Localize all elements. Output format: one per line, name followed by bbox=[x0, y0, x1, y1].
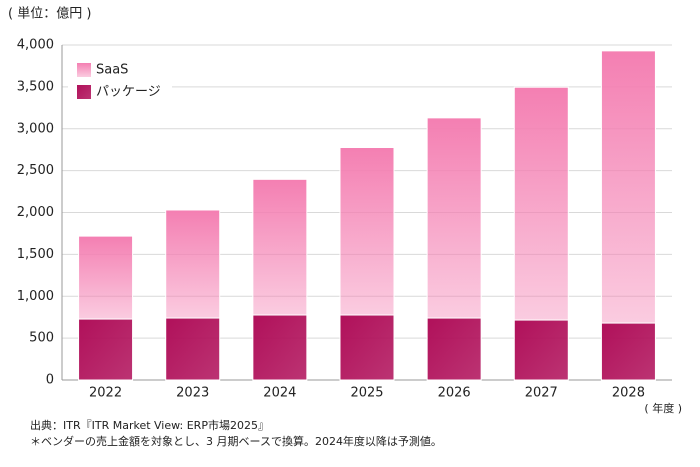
bar-segment bbox=[165, 209, 221, 319]
x-tick-label: 2027 bbox=[525, 386, 558, 401]
bar-segment bbox=[426, 317, 482, 381]
legend-swatch bbox=[77, 85, 91, 99]
bar-segment bbox=[252, 314, 308, 381]
x-tick-label: 2025 bbox=[350, 386, 383, 401]
y-tick-label: 500 bbox=[29, 331, 54, 346]
y-tick-label: 3,000 bbox=[17, 121, 54, 136]
bar-segment bbox=[513, 86, 569, 321]
bar-segment bbox=[78, 318, 134, 381]
y-tick-label: 3,500 bbox=[17, 79, 54, 94]
bar-segment bbox=[513, 319, 569, 381]
bar-segment bbox=[165, 317, 221, 381]
x-axis-label: ( 年度 ) bbox=[644, 401, 682, 415]
unit-label: ( 単位：億円 ) bbox=[8, 6, 91, 22]
legend-swatch bbox=[77, 63, 91, 77]
bar-segment bbox=[252, 178, 308, 316]
y-tick-label: 1,500 bbox=[17, 247, 54, 262]
legend: SaaS パッケージ bbox=[68, 55, 172, 109]
legend-label: パッケージ bbox=[96, 85, 161, 100]
x-tick-label: 2022 bbox=[89, 386, 122, 401]
x-tick-label: 2023 bbox=[176, 386, 209, 401]
y-tick-label: 0 bbox=[46, 373, 54, 388]
y-tick-label: 1,000 bbox=[17, 289, 54, 304]
bar-segment bbox=[600, 50, 656, 324]
y-tick-label: 4,000 bbox=[17, 38, 54, 53]
source: 出典：ITR『ITR Market View: ERP市場2025』 bbox=[30, 418, 269, 432]
note: ＊ベンダーの売上金額を対象とし、3 月期ベースで換算。2024年度以降は予測値。 bbox=[30, 434, 442, 448]
x-tick-label: 2028 bbox=[612, 386, 645, 401]
bar-segment bbox=[339, 314, 395, 381]
legend-label: SaaS bbox=[96, 63, 128, 78]
x-tick-label: 2024 bbox=[263, 386, 296, 401]
bar-segment bbox=[339, 147, 395, 316]
y-tick-label: 2,500 bbox=[17, 163, 54, 178]
bar-segment bbox=[78, 235, 134, 320]
y-tick-label: 2,000 bbox=[17, 205, 54, 220]
x-tick-label: 2026 bbox=[438, 386, 471, 401]
bar-segment bbox=[426, 117, 482, 319]
bar-segment bbox=[600, 322, 656, 381]
